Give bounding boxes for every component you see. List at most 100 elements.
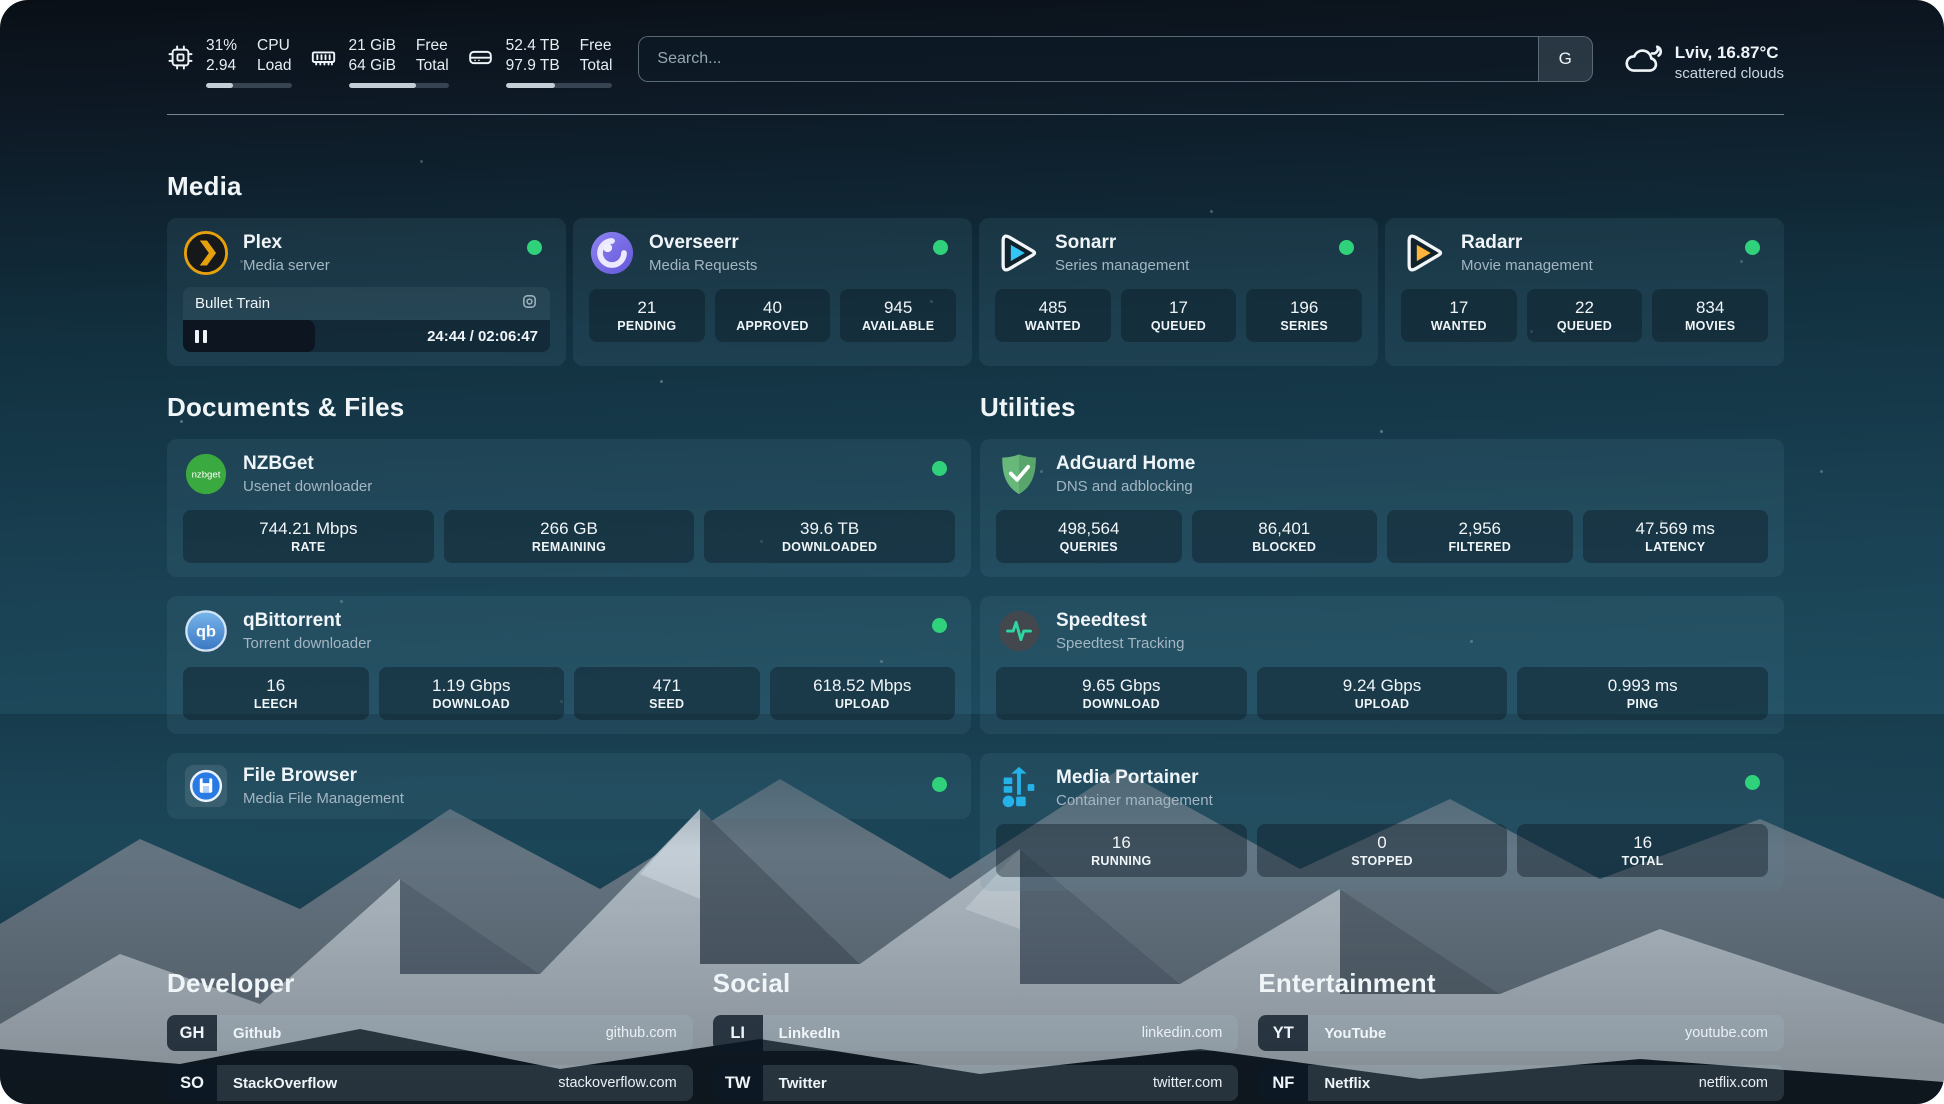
- stat-tile: 9.65 Gbps DOWNLOAD: [996, 667, 1247, 720]
- app-card-nzbget[interactable]: nzbget NZBGet Usenet downloader 744.21 M…: [167, 439, 971, 577]
- link-url: stackoverflow.com: [558, 1075, 677, 1091]
- app-title: Radarr: [1461, 232, 1523, 253]
- link-row-github[interactable]: GH Github github.com: [167, 1015, 693, 1051]
- svg-text:nzbget: nzbget: [192, 469, 221, 480]
- app-card-adguard[interactable]: AdGuard Home DNS and adblocking 498,564 …: [980, 439, 1784, 577]
- app-description: Torrent downloader: [243, 635, 372, 652]
- memory-progress-bar: [348, 83, 449, 88]
- app-title: Speedtest: [1056, 610, 1147, 631]
- stat-value: 16: [1111, 833, 1131, 852]
- stat-value: 485: [1038, 298, 1068, 317]
- app-card-speedtest[interactable]: Speedtest Speedtest Tracking 9.65 Gbps D…: [980, 596, 1784, 734]
- stat-label: PENDING: [617, 319, 677, 333]
- search-input[interactable]: [639, 37, 1538, 81]
- stat-label: SEED: [649, 697, 685, 711]
- app-title: Media Portainer: [1056, 767, 1199, 788]
- app-title: Plex: [243, 232, 283, 253]
- stat-label: PING: [1626, 697, 1659, 711]
- section-title-developer: Developer: [167, 968, 295, 998]
- app-title: Overseerr: [649, 232, 739, 253]
- stat-value: 17: [1449, 298, 1469, 317]
- stat-label: RATE: [291, 540, 326, 554]
- stat-tile: 39.6 TB DOWNLOADED: [704, 510, 955, 563]
- disk-progress-bar: [505, 83, 613, 88]
- stat-value: 618.52 Mbps: [813, 676, 912, 695]
- app-card-plex[interactable]: Plex Media server Bullet Train: [167, 218, 566, 366]
- link-name: StackOverflow: [233, 1074, 338, 1092]
- stat-label: TOTAL: [1621, 854, 1664, 868]
- stat-label: SERIES: [1280, 319, 1328, 333]
- stat-label: FILTERED: [1448, 540, 1512, 554]
- stat-label: RUNNING: [1091, 854, 1152, 868]
- cpu-usage-value: 31%: [206, 37, 238, 54]
- memory-stat: 21 GiB 64 GiB Free Total: [310, 36, 449, 88]
- stat-tile: 17 WANTED: [1401, 289, 1517, 342]
- scattered-clouds-icon: [1621, 39, 1663, 86]
- link-row-linkedin[interactable]: LI LinkedIn linkedin.com: [712, 1015, 1239, 1051]
- app-title: Sonarr: [1055, 232, 1117, 253]
- link-url: linkedin.com: [1141, 1025, 1223, 1041]
- stat-value: 22: [1575, 298, 1594, 317]
- app-card-sonarr[interactable]: Sonarr Series management 485 WANTED 17 Q…: [979, 218, 1378, 366]
- stat-label: APPROVED: [736, 319, 809, 333]
- speedtest-icon: [996, 608, 1042, 654]
- top-bar: 31% 2.94 CPU Load: [167, 36, 1784, 88]
- stat-tile: 17 QUEUED: [1120, 289, 1237, 342]
- radarr-icon: [1401, 230, 1447, 276]
- app-card-radarr[interactable]: Radarr Movie management 17 WANTED 22 QUE…: [1385, 218, 1784, 366]
- stat-label: LATENCY: [1645, 540, 1706, 554]
- session-icon[interactable]: [521, 293, 538, 314]
- nzbget-icon: nzbget: [183, 451, 229, 497]
- stat-tile: 16 RUNNING: [996, 824, 1247, 877]
- app-card-overseerr[interactable]: Overseerr Media Requests 21 PENDING 40 A…: [573, 218, 972, 366]
- status-dot: [932, 777, 947, 792]
- stat-label: AVAILABLE: [861, 319, 935, 333]
- app-card-filebrowser[interactable]: File Browser Media File Management: [167, 753, 971, 819]
- stat-tile: 86,401 BLOCKED: [1191, 510, 1377, 563]
- cpu-icon: [167, 44, 194, 76]
- memory-free-label: Free: [415, 37, 448, 54]
- link-abbr: GH: [167, 1015, 217, 1051]
- search-engine-button[interactable]: G: [1537, 37, 1592, 81]
- app-title: qBittorrent: [243, 610, 342, 631]
- stat-tile: 266 GB REMAINING: [443, 510, 695, 563]
- stat-tile: 196 SERIES: [1246, 289, 1362, 342]
- link-url: github.com: [605, 1025, 677, 1041]
- link-row-stackoverflow[interactable]: SO StackOverflow stackoverflow.com: [167, 1065, 693, 1101]
- link-row-youtube[interactable]: YT YouTube youtube.com: [1258, 1015, 1784, 1051]
- app-description: Movie management: [1461, 257, 1593, 274]
- stat-tile: 945 AVAILABLE: [840, 289, 956, 342]
- weather-widget[interactable]: Lviv, 16.87°C scattered clouds: [1621, 39, 1784, 86]
- link-row-twitter[interactable]: TW Twitter twitter.com: [712, 1065, 1239, 1101]
- plex-progress-bar[interactable]: 24:44 / 02:06:47: [183, 320, 550, 352]
- app-description: Media Requests: [649, 257, 758, 274]
- stat-label: UPLOAD: [834, 697, 890, 711]
- cpu-usage-label: CPU: [257, 37, 290, 54]
- link-row-netflix[interactable]: NF Netflix netflix.com: [1258, 1065, 1784, 1101]
- stat-tile: 744.21 Mbps RATE: [183, 510, 434, 563]
- stat-tile: 0 STOPPED: [1256, 824, 1508, 877]
- stat-label: LEECH: [253, 697, 298, 711]
- stat-value: 9.65 Gbps: [1082, 676, 1161, 695]
- app-title: File Browser: [243, 765, 358, 786]
- app-description: DNS and adblocking: [1056, 478, 1193, 495]
- stat-label: QUEUED: [1150, 319, 1207, 333]
- stat-tile: 485 WANTED: [995, 289, 1111, 342]
- stat-value: 21: [637, 298, 657, 317]
- stat-value: 266 GB: [540, 519, 598, 538]
- disk-free-label: Free: [579, 37, 612, 54]
- disk-icon: [467, 44, 494, 76]
- section-title-entertainment: Entertainment: [1258, 968, 1436, 998]
- stat-tile: 2,956 FILTERED: [1387, 510, 1573, 563]
- app-card-portainer[interactable]: Media Portainer Container management 16 …: [980, 753, 1784, 891]
- stat-value: 196: [1289, 298, 1319, 317]
- portainer-icon: [996, 765, 1042, 811]
- pause-icon[interactable]: [195, 329, 207, 343]
- stat-value: 86,401: [1258, 519, 1311, 538]
- memory-icon: [310, 44, 337, 76]
- app-description: Usenet downloader: [243, 478, 373, 495]
- app-card-qbittorrent[interactable]: qb qBittorrent Torrent downloader 16 LEE…: [167, 596, 971, 734]
- stat-value: 2,956: [1458, 519, 1502, 538]
- qbittorrent-icon: qb: [183, 608, 229, 654]
